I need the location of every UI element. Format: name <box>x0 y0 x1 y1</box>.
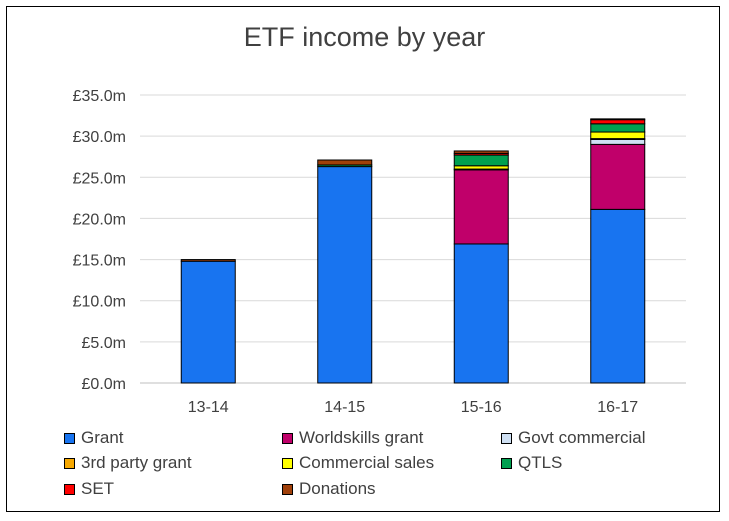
y-tick-label: £0.0m <box>82 376 126 393</box>
bar-segment <box>180 259 236 262</box>
x-tick-label: 15-16 <box>461 399 502 416</box>
legend-swatch <box>282 432 293 444</box>
legend-item: Worldskills grant <box>282 428 423 448</box>
x-tick-label: 16-17 <box>597 399 638 416</box>
legend-label: Worldskills grant <box>299 428 424 447</box>
bar-segment <box>590 131 646 140</box>
y-tick-label: £15.0m <box>73 253 126 270</box>
legend-label: Grant <box>81 428 124 447</box>
bar-segment <box>453 169 509 245</box>
legend-item: Commercial sales <box>282 453 434 473</box>
chart-title: ETF income by year <box>243 22 486 52</box>
x-tick-label: 14-15 <box>324 399 365 416</box>
legend-label: 3rd party grant <box>81 453 192 472</box>
bar-segment <box>590 119 646 125</box>
legend-item: 3rd party grant <box>64 453 192 473</box>
x-axis-ticks: 13-14 14-15 15-16 16-17 <box>188 399 639 416</box>
bar-chart: £0.0m £5.0m £10.0m £15.0m £20.0m £25.0m £30.0m… <box>73 88 686 416</box>
bar-segment <box>590 123 646 133</box>
bar-segment <box>453 154 509 167</box>
x-tick-label: 13-14 <box>188 399 229 416</box>
y-tick-label: £10.0m <box>73 294 126 311</box>
legend-label: Commercial sales <box>299 453 435 472</box>
y-tick-label: £30.0m <box>73 129 126 146</box>
bar-segment <box>590 208 646 384</box>
y-tick-label: £5.0m <box>82 335 126 352</box>
legend-item: SET <box>64 479 114 499</box>
legend-swatch <box>501 457 512 469</box>
bar-segment <box>180 260 236 384</box>
bar-segment <box>590 143 646 210</box>
bars <box>180 118 646 384</box>
legend-item: Donations <box>282 479 376 499</box>
y-axis-ticks: £0.0m £5.0m £10.0m £15.0m £20.0m £25.0m £30.0m… <box>73 88 126 393</box>
legend-swatch <box>282 483 293 495</box>
legend-swatch <box>501 432 512 444</box>
legend-label: QTLS <box>518 453 563 472</box>
legend-swatch <box>282 457 293 469</box>
legend-label: Govt commercial <box>518 428 646 447</box>
legend-item: Govt commercial <box>501 428 646 448</box>
bar-segment <box>590 138 646 145</box>
bar-segment <box>317 159 373 166</box>
y-tick-label: £35.0m <box>73 88 126 105</box>
legend-label: Donations <box>299 479 376 498</box>
bar-segment <box>453 243 509 384</box>
y-tick-label: £20.0m <box>73 211 126 228</box>
y-tick-label: £25.0m <box>73 170 126 187</box>
legend-swatch <box>64 483 75 495</box>
legend-item: QTLS <box>501 453 562 473</box>
legend-swatch <box>64 432 75 444</box>
bar-segment <box>317 166 373 384</box>
bar-segment <box>453 150 509 154</box>
bar-segment <box>590 118 646 121</box>
legend-item: Grant <box>64 428 124 448</box>
legend-label: SET <box>81 479 115 498</box>
legend-swatch <box>64 457 75 469</box>
